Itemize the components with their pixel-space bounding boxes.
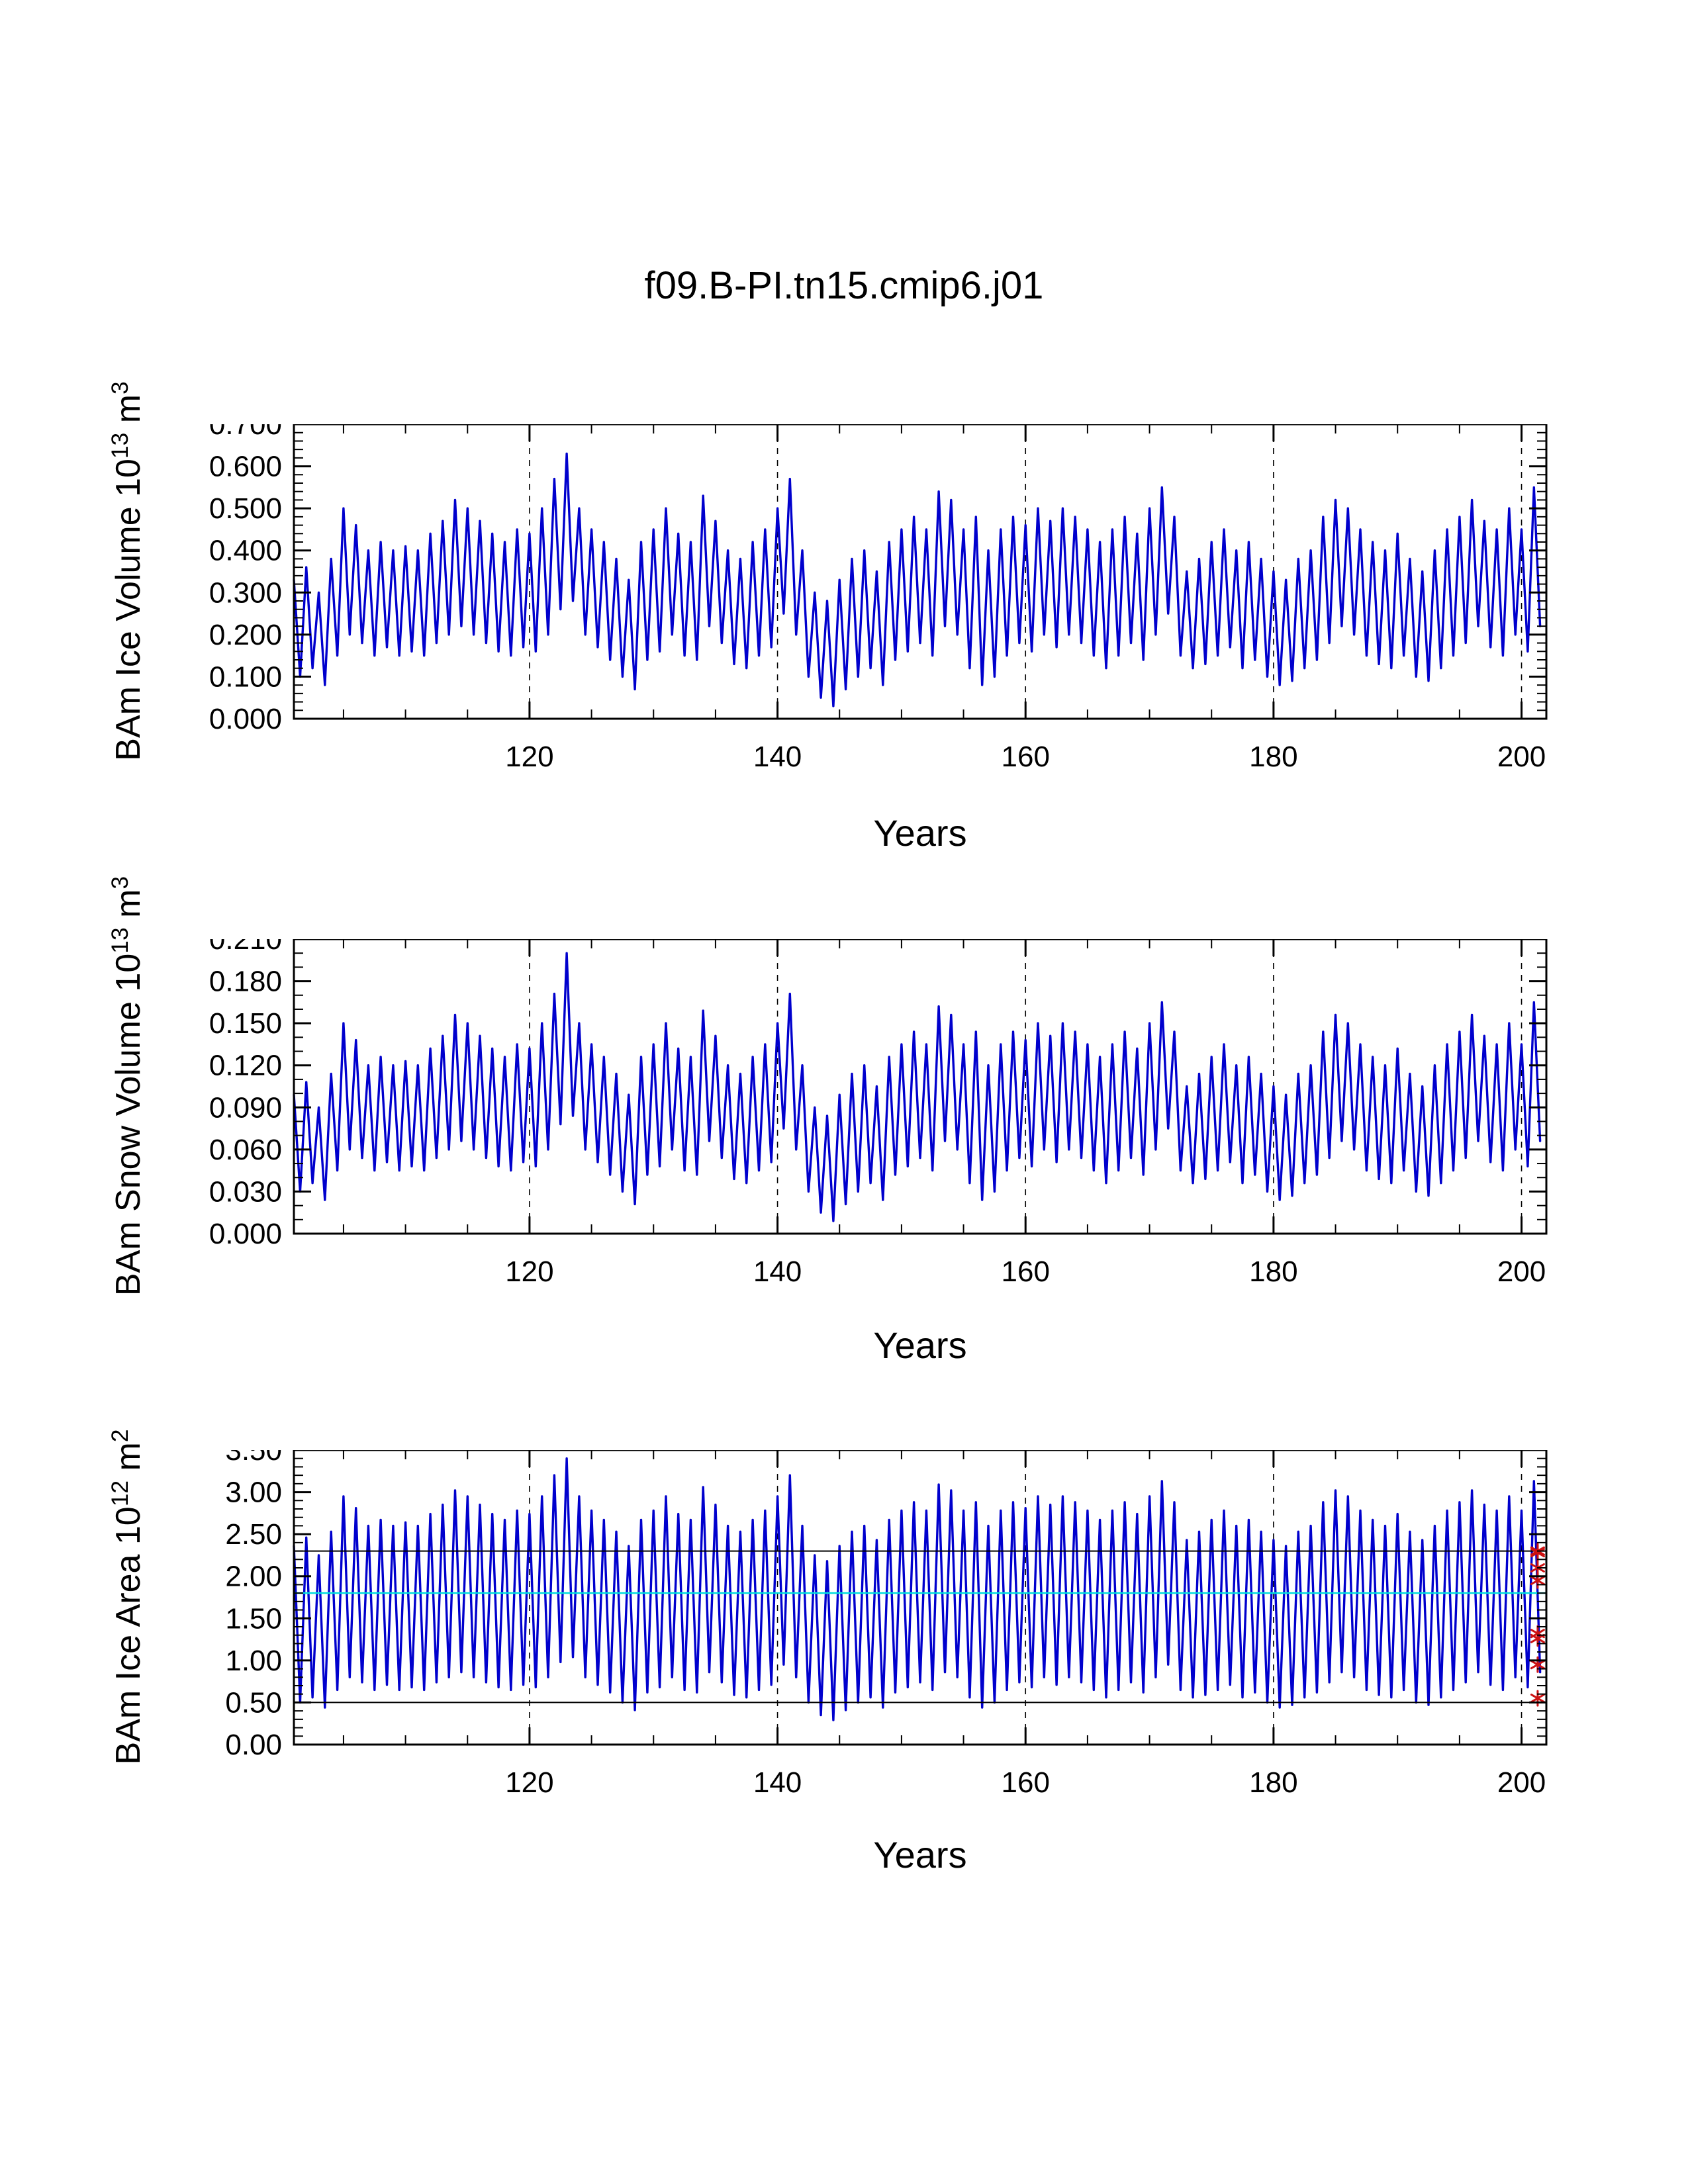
svg-text:0.300: 0.300: [209, 576, 282, 609]
svg-text:200: 200: [1497, 1766, 1546, 1799]
svg-text:3.00: 3.00: [225, 1477, 282, 1509]
svg-text:0.400: 0.400: [209, 535, 282, 567]
ice-area-plot: 0.00 0.50 1.00 1.50 2.00 2.50 3.00 3.50 120 140 16…: [225, 1450, 1548, 1799]
svg-text:140: 140: [753, 741, 802, 773]
svg-text:0.50: 0.50: [225, 1686, 282, 1719]
svg-text:2.50: 2.50: [225, 1518, 282, 1551]
svg-text:120: 120: [505, 1766, 553, 1799]
svg-text:0.120: 0.120: [209, 1050, 282, 1082]
svg-text:0.150: 0.150: [209, 1007, 282, 1040]
snow-volume-x-axis-label: Years: [873, 1324, 967, 1366]
svg-text:1.00: 1.00: [225, 1645, 282, 1677]
svg-text:0.700: 0.700: [209, 424, 282, 441]
svg-text:200: 200: [1497, 741, 1546, 773]
ylabel-unit-exponent: 2: [107, 1429, 133, 1443]
figure-title: f09.B-PI.tn15.cmip6.j01: [644, 264, 1044, 307]
svg-text:120: 120: [505, 1255, 553, 1288]
svg-text:0.100: 0.100: [209, 660, 282, 693]
svg-text:180: 180: [1249, 741, 1297, 773]
svg-text:0.000: 0.000: [209, 703, 282, 735]
svg-text:0.180: 0.180: [209, 966, 282, 998]
svg-text:0.500: 0.500: [209, 492, 282, 525]
ice-volume-x-axis-label: Years: [873, 812, 967, 854]
snow-volume-plot: 0.000 0.030 0.060 0.090 0.120 0.150 0.180 0.210…: [209, 939, 1548, 1288]
svg-text:200: 200: [1497, 1255, 1546, 1288]
svg-text:140: 140: [753, 1766, 802, 1799]
ylabel-unit: m: [109, 889, 148, 928]
svg-text:160: 160: [1002, 1766, 1050, 1799]
svg-text:0.030: 0.030: [209, 1175, 282, 1208]
ylabel-unit-exponent: 3: [107, 876, 133, 889]
ylabel-unit-exponent: 3: [107, 381, 133, 394]
svg-text:180: 180: [1249, 1255, 1297, 1288]
svg-text:0.210: 0.210: [209, 939, 282, 956]
svg-text:3.50: 3.50: [225, 1450, 282, 1467]
svg-text:0.090: 0.090: [209, 1091, 282, 1124]
svg-text:0.200: 0.200: [209, 619, 282, 651]
svg-text:0.600: 0.600: [209, 451, 282, 483]
svg-text:1.50: 1.50: [225, 1602, 282, 1635]
ice-volume-plot: 0.000 0.100 0.200 0.300 0.400 0.500 0.600 0.700…: [209, 424, 1548, 773]
ice-area-x-axis-label: Years: [873, 1834, 967, 1876]
svg-text:0.000: 0.000: [209, 1218, 282, 1250]
svg-text:160: 160: [1002, 1255, 1050, 1288]
svg-text:0.00: 0.00: [225, 1729, 282, 1761]
svg-text:2.00: 2.00: [225, 1561, 282, 1593]
svg-text:180: 180: [1249, 1766, 1297, 1799]
svg-text:0.060: 0.060: [209, 1134, 282, 1166]
svg-text:120: 120: [505, 741, 553, 773]
svg-text:140: 140: [753, 1255, 802, 1288]
svg-text:160: 160: [1002, 741, 1050, 773]
